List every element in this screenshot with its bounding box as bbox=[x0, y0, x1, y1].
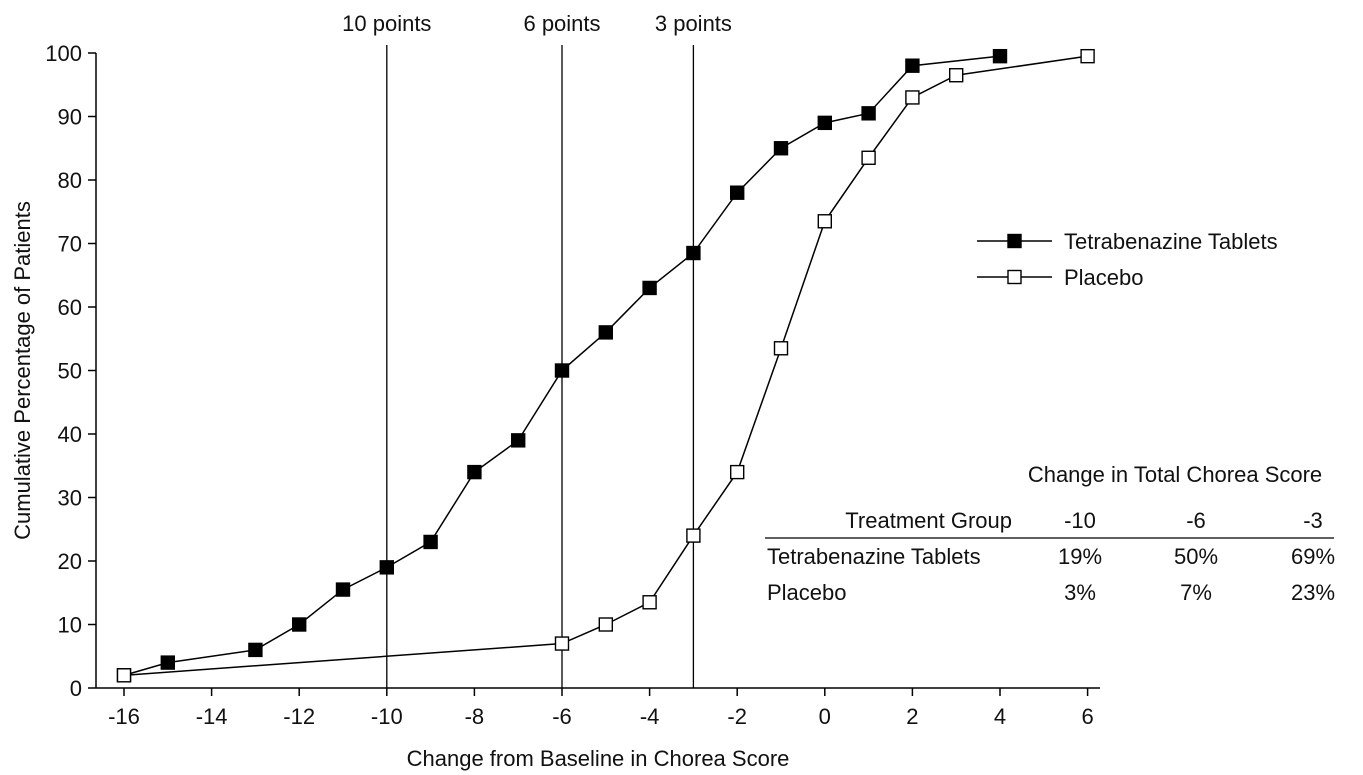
legend: Tetrabenazine Tablets Placebo bbox=[977, 229, 1278, 290]
data-point bbox=[160, 655, 176, 670]
x-tick-label: -6 bbox=[552, 704, 572, 729]
data-point bbox=[905, 58, 920, 73]
y-tick-label: 60 bbox=[58, 295, 82, 320]
data-point bbox=[817, 214, 832, 229]
table-row-label: Tetrabenazine Tablets bbox=[767, 544, 981, 569]
table-column-header: -3 bbox=[1303, 508, 1323, 533]
table-title: Change in Total Chorea Score bbox=[1028, 462, 1322, 487]
table-column-header: -6 bbox=[1186, 508, 1206, 533]
data-point bbox=[554, 363, 570, 378]
table-cell: 69% bbox=[1291, 544, 1335, 569]
legend-marker bbox=[1007, 233, 1022, 249]
x-tick-label: 4 bbox=[994, 704, 1006, 729]
data-point bbox=[642, 595, 657, 610]
data-point bbox=[773, 141, 789, 156]
data-point bbox=[861, 150, 876, 165]
summary-table: Change in Total Chorea Score Treatment Gr… bbox=[765, 462, 1335, 605]
data-point bbox=[730, 464, 745, 480]
table-column-header: -10 bbox=[1064, 508, 1096, 533]
series-layer bbox=[116, 48, 1095, 683]
x-tick-label: -4 bbox=[640, 704, 660, 729]
x-tick-label: -10 bbox=[371, 704, 403, 729]
y-tick-label: 0 bbox=[70, 676, 82, 701]
y-tick-label: 20 bbox=[58, 549, 82, 574]
data-point bbox=[248, 642, 263, 658]
data-point bbox=[379, 560, 394, 575]
x-tick-label: 0 bbox=[819, 704, 831, 729]
x-tick-label: 2 bbox=[906, 704, 918, 729]
data-point bbox=[773, 341, 789, 356]
x-tick-label: -14 bbox=[196, 704, 228, 729]
data-point bbox=[817, 115, 832, 131]
table-cell: 7% bbox=[1180, 580, 1212, 605]
series-line-placebo bbox=[123, 55, 1088, 677]
table-row-label: Placebo bbox=[767, 580, 847, 605]
x-axis-title: Change from Baseline in Chorea Score bbox=[407, 746, 790, 771]
data-point bbox=[598, 617, 613, 632]
data-point bbox=[1080, 48, 1095, 64]
y-axis-title: Cumulative Percentage of Patients bbox=[10, 201, 35, 540]
data-point bbox=[642, 280, 657, 296]
legend-label: Placebo bbox=[1064, 265, 1144, 290]
data-point bbox=[292, 617, 307, 632]
legend-label: Tetrabenazine Tablets bbox=[1064, 229, 1278, 254]
table-cell: 19% bbox=[1058, 544, 1102, 569]
table-cell: 3% bbox=[1064, 580, 1096, 605]
y-tick-label: 30 bbox=[58, 486, 82, 511]
y-tick-label: 100 bbox=[45, 41, 82, 66]
data-point bbox=[686, 528, 701, 543]
reference-line-label: 6 points bbox=[523, 11, 600, 36]
data-point bbox=[116, 668, 132, 683]
data-point bbox=[730, 185, 745, 200]
y-tick-label: 10 bbox=[58, 613, 82, 638]
table-cell: 23% bbox=[1291, 580, 1335, 605]
x-tick-label: -16 bbox=[108, 704, 140, 729]
legend-marker bbox=[1007, 269, 1022, 285]
data-point bbox=[686, 245, 701, 261]
data-point bbox=[511, 433, 526, 448]
data-point bbox=[992, 48, 1008, 64]
data-point bbox=[554, 636, 570, 651]
x-tick-label: -12 bbox=[283, 704, 315, 729]
x-tick-label: -8 bbox=[465, 704, 485, 729]
y-tick-label: 90 bbox=[58, 105, 82, 130]
data-point bbox=[423, 534, 438, 550]
data-point bbox=[905, 90, 920, 105]
reference-lines: 10 points 6 points 3 points bbox=[342, 11, 732, 688]
data-point bbox=[467, 464, 482, 480]
table-column-header: Treatment Group bbox=[845, 508, 1012, 533]
y-tick-label: 50 bbox=[58, 359, 82, 384]
x-tick-label: -2 bbox=[727, 704, 747, 729]
y-tick-label: 70 bbox=[58, 232, 82, 257]
table-cell: 50% bbox=[1174, 544, 1218, 569]
data-point bbox=[949, 68, 964, 83]
reference-line-label: 10 points bbox=[342, 11, 431, 36]
data-point bbox=[861, 106, 876, 121]
y-tick-label: 40 bbox=[58, 422, 82, 447]
data-point bbox=[335, 582, 351, 597]
x-tick-label: 6 bbox=[1081, 704, 1093, 729]
reference-line-label: 3 points bbox=[655, 11, 732, 36]
y-tick-label: 80 bbox=[58, 168, 82, 193]
data-point bbox=[598, 325, 613, 340]
